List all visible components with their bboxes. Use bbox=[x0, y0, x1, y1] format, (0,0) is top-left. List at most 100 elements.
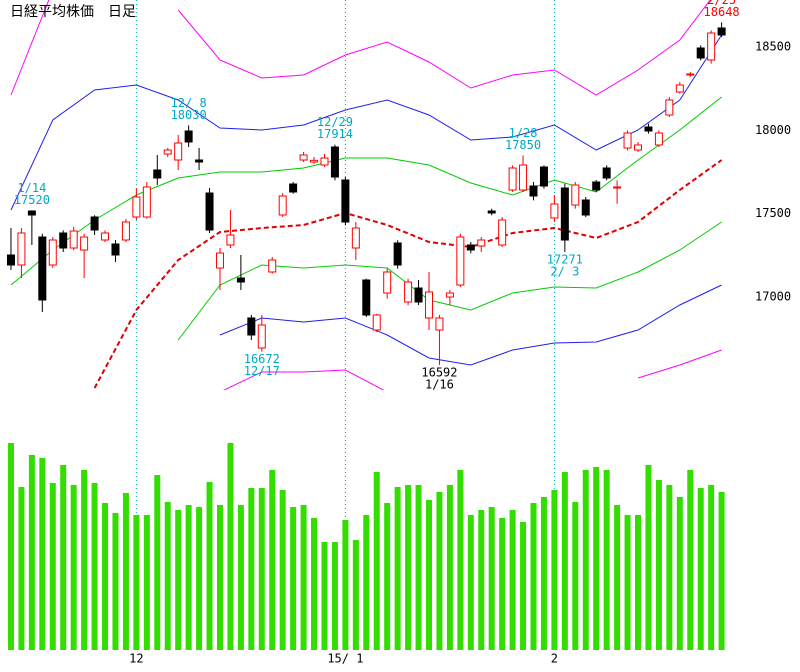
volume-bar bbox=[112, 513, 119, 650]
volume-bar bbox=[164, 502, 171, 650]
x-tick-label: 12 bbox=[129, 652, 143, 666]
volume-bar bbox=[478, 510, 485, 650]
candle-body bbox=[38, 236, 47, 301]
annotation-text: 16672 bbox=[244, 352, 280, 366]
candle-body bbox=[121, 221, 130, 241]
candle-body bbox=[414, 287, 423, 303]
candle-body bbox=[466, 244, 475, 251]
annotation-text: 12/ 8 bbox=[171, 96, 207, 110]
candle-body bbox=[132, 196, 141, 218]
candle-body bbox=[550, 203, 559, 219]
volume-bar bbox=[81, 470, 88, 650]
volume-bar bbox=[91, 483, 98, 650]
candle-body bbox=[226, 234, 235, 246]
volume-bar bbox=[18, 487, 25, 650]
candle-body bbox=[195, 159, 204, 163]
candle-body bbox=[592, 181, 601, 191]
band-line bbox=[177, 221, 722, 341]
volume-bar bbox=[206, 482, 213, 650]
annotation-text: 17850 bbox=[505, 138, 541, 152]
volume-bar bbox=[39, 458, 46, 650]
candle-body bbox=[393, 242, 402, 266]
band-line bbox=[10, 96, 722, 286]
candle-body bbox=[257, 324, 266, 349]
volume-bar bbox=[540, 497, 547, 650]
volume-bar bbox=[467, 515, 474, 650]
candle-body bbox=[372, 314, 381, 331]
candle-body bbox=[268, 259, 277, 273]
candle-body bbox=[174, 142, 183, 161]
volume-bar bbox=[593, 467, 600, 650]
candle-layer bbox=[6, 22, 726, 365]
candle-body bbox=[205, 192, 214, 231]
volume-layer bbox=[7, 443, 725, 650]
volume-bar bbox=[352, 540, 359, 650]
candle-body bbox=[424, 291, 433, 319]
candle-body bbox=[613, 186, 622, 189]
candle-body bbox=[278, 195, 287, 216]
candle-body bbox=[519, 164, 528, 191]
volume-bar bbox=[196, 507, 203, 650]
volume-bar bbox=[551, 490, 558, 650]
band-line bbox=[93, 159, 723, 389]
volume-bar bbox=[60, 465, 67, 650]
candle-body bbox=[539, 166, 548, 187]
annotation-text: 16592 bbox=[421, 366, 457, 380]
annotation-text: 12/17 bbox=[244, 364, 280, 378]
volume-bar bbox=[572, 502, 579, 650]
volume-bar bbox=[436, 492, 443, 650]
volume-bar bbox=[635, 515, 642, 650]
volume-bar bbox=[258, 488, 265, 650]
candle-body bbox=[341, 179, 350, 223]
y-tick-label: 17500 bbox=[755, 206, 791, 220]
volume-bar bbox=[49, 483, 56, 650]
candle-body bbox=[383, 271, 392, 294]
volume-bar bbox=[384, 503, 391, 650]
y-tick-label: 18000 bbox=[755, 123, 791, 137]
candle-body bbox=[686, 73, 695, 76]
volume-bar bbox=[582, 470, 589, 650]
volume-bar bbox=[405, 485, 412, 650]
volume-bar bbox=[394, 487, 401, 650]
candle-body bbox=[477, 239, 486, 247]
volume-bar bbox=[269, 470, 276, 650]
candle-body bbox=[80, 236, 89, 251]
volume-bar bbox=[300, 505, 307, 650]
band-line bbox=[10, 34, 723, 211]
candle-body bbox=[153, 169, 162, 179]
candle-body bbox=[17, 232, 26, 266]
volume-bar bbox=[331, 542, 338, 650]
volume-bar bbox=[425, 500, 432, 650]
candle-body bbox=[560, 187, 569, 241]
volume-bar bbox=[561, 472, 568, 650]
volume-bar bbox=[185, 505, 192, 650]
volume-bar bbox=[645, 465, 652, 650]
candle-body bbox=[675, 84, 684, 93]
volume-bar bbox=[28, 455, 35, 650]
candle-body bbox=[362, 279, 371, 316]
candle-body bbox=[634, 144, 643, 151]
candle-body bbox=[623, 132, 632, 149]
volume-bar bbox=[133, 515, 140, 650]
volume-bar bbox=[373, 472, 380, 650]
candle-body bbox=[456, 236, 465, 286]
candle-body bbox=[571, 184, 580, 206]
annotation-text: 1/28 bbox=[509, 126, 538, 140]
annotation-text: 17271 bbox=[547, 252, 583, 266]
volume-bar bbox=[102, 503, 109, 650]
candle-body bbox=[581, 199, 590, 216]
candle-body bbox=[717, 27, 726, 36]
candle-body bbox=[101, 232, 110, 241]
candle-body bbox=[707, 32, 716, 61]
candle-body bbox=[404, 281, 413, 303]
volume-bar bbox=[342, 520, 349, 650]
band-line bbox=[223, 349, 722, 390]
candle-body bbox=[602, 167, 611, 179]
volume-bar bbox=[446, 485, 453, 650]
annotation-text: 18648 bbox=[704, 5, 740, 19]
candle-body bbox=[445, 292, 454, 298]
volume-bar bbox=[363, 515, 370, 650]
volume-bar bbox=[687, 470, 694, 650]
candle-body bbox=[487, 210, 496, 214]
volume-bar bbox=[697, 488, 704, 650]
